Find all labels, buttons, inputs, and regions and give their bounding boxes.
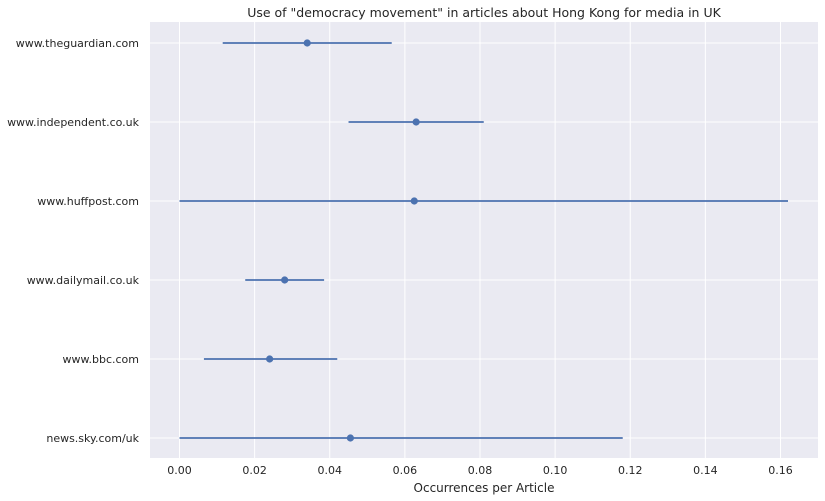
ticks-layer: 0.00 0.02 0.04 0.06 0.08 0.10 0.12 0.14 0.16 www.…	[7, 37, 793, 477]
x-axis-label: Occurrences per Article	[414, 481, 555, 495]
y-tick-label: www.theguardian.com	[16, 37, 139, 50]
data-point	[281, 276, 289, 284]
y-tick-label: www.huffpost.com	[37, 195, 139, 208]
y-tick-label: www.bbc.com	[63, 353, 139, 366]
chart-title: Use of "democracy movement" in articles …	[247, 5, 721, 20]
x-tick-label: 0.00	[167, 464, 192, 477]
y-tick-label: www.dailymail.co.uk	[27, 274, 140, 287]
data-point	[346, 434, 355, 442]
x-tick-label: 0.16	[768, 464, 793, 477]
x-tick-label: 0.06	[393, 464, 418, 477]
x-tick-label: 0.08	[468, 464, 493, 477]
data-point	[410, 197, 418, 205]
y-tick-label: news.sky.com/uk	[46, 432, 139, 445]
x-tick-label: 0.04	[317, 464, 342, 477]
marks-layer	[179, 39, 788, 442]
y-tick-label: www.independent.co.uk	[7, 116, 140, 129]
plot-background	[150, 22, 818, 458]
x-tick-label: 0.10	[543, 464, 568, 477]
data-point	[412, 118, 420, 126]
data-point	[266, 355, 274, 363]
x-tick-label: 0.02	[242, 464, 267, 477]
data-point	[303, 39, 311, 47]
x-tick-label: 0.12	[618, 464, 643, 477]
x-tick-label: 0.14	[693, 464, 718, 477]
